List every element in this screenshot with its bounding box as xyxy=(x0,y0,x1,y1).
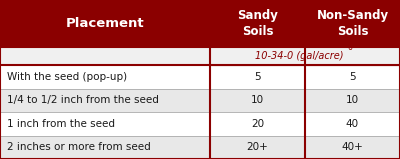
Text: Sandy
Soils: Sandy Soils xyxy=(237,9,278,38)
Bar xyxy=(0,135,400,159)
Text: 5: 5 xyxy=(254,72,261,82)
Text: 20+: 20+ xyxy=(247,142,268,152)
Text: 20: 20 xyxy=(251,119,264,129)
Text: 40: 40 xyxy=(346,119,359,129)
Text: 1/4 to 1/2 inch from the seed: 1/4 to 1/2 inch from the seed xyxy=(7,95,159,105)
Bar xyxy=(0,112,400,135)
Text: 5: 5 xyxy=(349,72,356,82)
Bar xyxy=(0,65,400,89)
Text: 10-34-0 (gal/acre): 10-34-0 (gal/acre) xyxy=(255,51,343,61)
Text: Non-Sandy
Soils: Non-Sandy Soils xyxy=(316,9,388,38)
Text: Placement: Placement xyxy=(66,17,144,30)
Text: 2 inches or more from seed: 2 inches or more from seed xyxy=(7,142,151,152)
Bar xyxy=(0,89,400,112)
Text: With the seed (pop-up): With the seed (pop-up) xyxy=(7,72,127,82)
Text: 1 inch from the seed: 1 inch from the seed xyxy=(7,119,115,129)
Text: 40+: 40+ xyxy=(342,142,363,152)
Text: 10: 10 xyxy=(346,95,359,105)
Bar xyxy=(0,47,400,65)
Text: 10: 10 xyxy=(251,95,264,105)
Bar xyxy=(0,0,400,47)
Text: 6: 6 xyxy=(348,43,353,52)
